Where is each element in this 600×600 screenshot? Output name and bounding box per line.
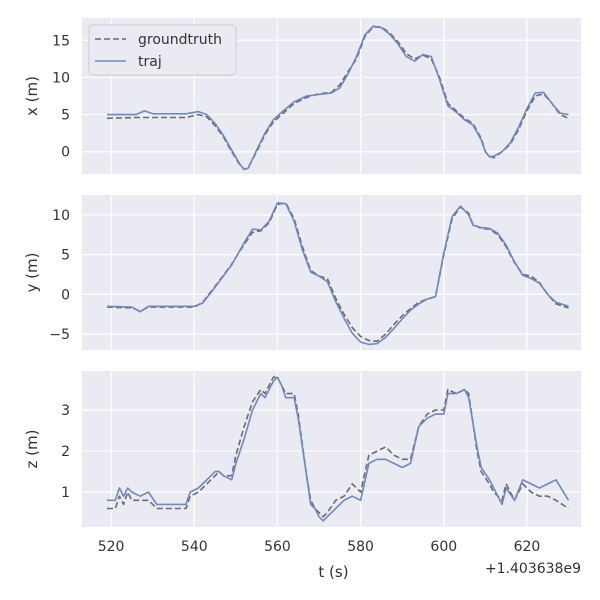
y-tick-label: 2 [61, 444, 70, 460]
subplot-1: 0 5 10 15 x (m) groundtruth traj [23, 18, 581, 174]
y-tick-label: 3 [61, 403, 70, 419]
y-tick-label: 0 [61, 287, 70, 303]
x-axis-label: t (s) [318, 563, 348, 581]
legend-label-groundtruth: groundtruth [138, 32, 222, 48]
y-tick-label: 0 [61, 145, 70, 161]
subplot-3: 1 2 3 z (m) 520 540 560 580 600 620 t (s) +1.403638… [23, 371, 581, 581]
y-axis-label: x (m) [23, 76, 41, 116]
series-line-traj [107, 376, 570, 522]
y-tick-label: 10 [52, 208, 70, 224]
plot-background [82, 195, 581, 350]
x-offset-label: +1.403638e9 [485, 561, 581, 577]
subplot-2: −5 0 5 10 y (m) [23, 195, 581, 350]
x-tick-label: 560 [264, 539, 291, 555]
x-tick-label: 520 [98, 539, 125, 555]
y-tick-label: 5 [61, 248, 70, 264]
series-line-groundtruth [107, 376, 569, 518]
x-tick-label: 600 [430, 539, 457, 555]
y-axis-label: z (m) [23, 430, 41, 469]
x-tick-label: 540 [181, 539, 208, 555]
legend-label-traj: traj [138, 54, 162, 70]
x-tick-label: 620 [514, 539, 541, 555]
y-axis-label: y (m) [23, 253, 41, 293]
legend-box [88, 24, 237, 76]
series-line-traj [106, 202, 569, 346]
y-tick-label: 1 [61, 485, 70, 501]
plot-background [82, 371, 581, 527]
y-tick-label: 15 [52, 33, 70, 49]
y-tick-label: 5 [61, 108, 70, 124]
x-tick-label: 580 [347, 539, 374, 555]
y-tick-label: −5 [49, 327, 70, 343]
series-line-traj [107, 25, 569, 171]
legend: groundtruth traj [88, 24, 237, 76]
y-tick-label: 10 [52, 70, 70, 86]
